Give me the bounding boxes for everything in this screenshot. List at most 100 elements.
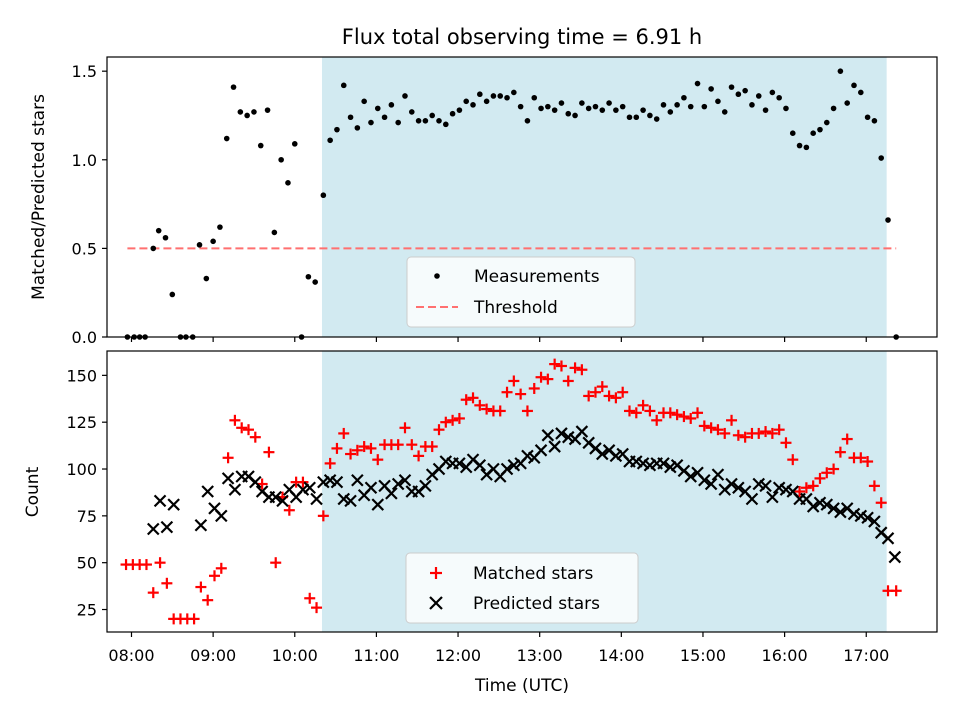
- matched-star-point: [365, 442, 377, 454]
- measurement-point: [647, 112, 653, 119]
- matched-star-point: [515, 388, 527, 400]
- matched-star-point: [603, 390, 615, 402]
- matched-star-point: [195, 581, 207, 593]
- measurement-point: [524, 117, 531, 124]
- predicted-star-point: [596, 447, 609, 461]
- matched-star-point: [807, 480, 819, 492]
- x-tick-label: 15:00: [680, 646, 726, 665]
- measurement-point: [742, 87, 748, 94]
- x-tick-label: 14:00: [598, 646, 644, 665]
- predicted-star-point: [473, 458, 487, 472]
- y-tick-label: 75: [77, 507, 97, 526]
- matched-star-point: [331, 442, 343, 454]
- measurement-point: [789, 130, 796, 137]
- matched-star-point: [834, 446, 846, 458]
- measurement-point: [361, 98, 367, 105]
- matched-star-point: [821, 467, 833, 479]
- measurement-point: [681, 94, 687, 101]
- matched-star-point: [208, 570, 220, 582]
- matched-star-point: [562, 375, 574, 387]
- matched-star-point: [868, 480, 880, 492]
- matched-star-point: [283, 504, 295, 516]
- measurement-point: [150, 245, 157, 252]
- measurement-point: [504, 94, 510, 101]
- measurement-point: [264, 107, 271, 113]
- measurement-point: [305, 273, 312, 280]
- matched-star-point: [760, 426, 772, 438]
- matched-star-point: [753, 427, 765, 439]
- y-tick-label: 0.0: [72, 328, 97, 347]
- predicted-star-point: [548, 440, 561, 453]
- predicted-star-point: [575, 425, 589, 438]
- top-panel: 0.0 0.5 1.0 1.5 Matched/Predicted stars Mea…: [29, 56, 938, 347]
- predicted-star-point: [330, 475, 344, 489]
- measurement-point: [708, 86, 714, 92]
- predicted-star-point: [201, 485, 214, 498]
- measurement-point: [755, 93, 762, 99]
- measurement-point: [320, 192, 327, 199]
- matched-star-point: [426, 441, 438, 453]
- y-tick-label: 1.0: [72, 151, 97, 170]
- matched-star-point: [698, 420, 710, 432]
- matched-star-point: [406, 439, 418, 451]
- measurement-point: [169, 291, 176, 298]
- measurement-point: [599, 107, 606, 113]
- matched-star-point: [215, 562, 227, 574]
- measurement-point: [660, 102, 667, 108]
- matched-star-point: [596, 381, 608, 393]
- measurement-point: [796, 142, 803, 149]
- measurement-point: [340, 82, 347, 89]
- matched-star-point: [501, 386, 513, 398]
- measurement-point: [443, 121, 449, 128]
- predicted-star-point: [541, 429, 555, 442]
- top-data-marks: [124, 68, 899, 340]
- predicted-star-point: [221, 472, 235, 485]
- predicted-star-point: [303, 481, 317, 495]
- matched-star-point: [270, 557, 282, 569]
- matched-star-point: [345, 448, 357, 460]
- matched-star-point: [678, 411, 690, 423]
- matched-star-point: [236, 422, 248, 434]
- measurement-point: [769, 89, 776, 96]
- predicted-star-point: [228, 483, 242, 496]
- y-tick-label: 25: [77, 601, 97, 620]
- matched-star-point: [671, 409, 683, 421]
- legend-predicted-marker: [429, 596, 443, 610]
- predicted-star-point: [766, 490, 779, 504]
- y-tick-label: 150: [66, 366, 97, 385]
- matched-star-point: [521, 405, 533, 417]
- legend-measurements-label: Measurements: [474, 267, 600, 287]
- measurement-point: [327, 137, 333, 144]
- x-tick-label: 17:00: [843, 646, 889, 665]
- matched-star-point: [440, 416, 452, 428]
- matched-star-point: [637, 399, 649, 411]
- measurement-point: [735, 91, 742, 98]
- matched-star-point: [780, 437, 792, 449]
- matched-star-point: [263, 446, 275, 458]
- measurement-point: [251, 109, 257, 115]
- chart-title: Flux total observing time = 6.91 h: [342, 25, 702, 49]
- y-tick-label: 100: [66, 460, 97, 479]
- predicted-star-point: [555, 427, 568, 440]
- measurement-point: [592, 103, 599, 110]
- measurement-point: [271, 229, 278, 236]
- predicted-star-point: [249, 475, 262, 489]
- measurement-point: [368, 119, 374, 126]
- measurement-point: [347, 114, 354, 121]
- predicted-star-point: [194, 518, 208, 532]
- matched-star-point: [862, 456, 874, 468]
- measurement-point: [885, 217, 891, 223]
- measurement-point: [687, 103, 694, 110]
- matched-star-point: [243, 424, 255, 436]
- measurement-point: [837, 68, 844, 74]
- matched-star-point: [712, 424, 724, 436]
- measurement-point: [497, 93, 504, 99]
- predicted-star-point: [534, 444, 548, 457]
- measurement-point: [667, 109, 674, 115]
- top-x-ticks: [130, 337, 867, 342]
- measurement-point: [762, 107, 769, 113]
- measurement-point: [490, 93, 497, 99]
- measurement-point: [237, 109, 244, 115]
- matched-star-point: [828, 463, 840, 475]
- measurement-point: [436, 117, 442, 124]
